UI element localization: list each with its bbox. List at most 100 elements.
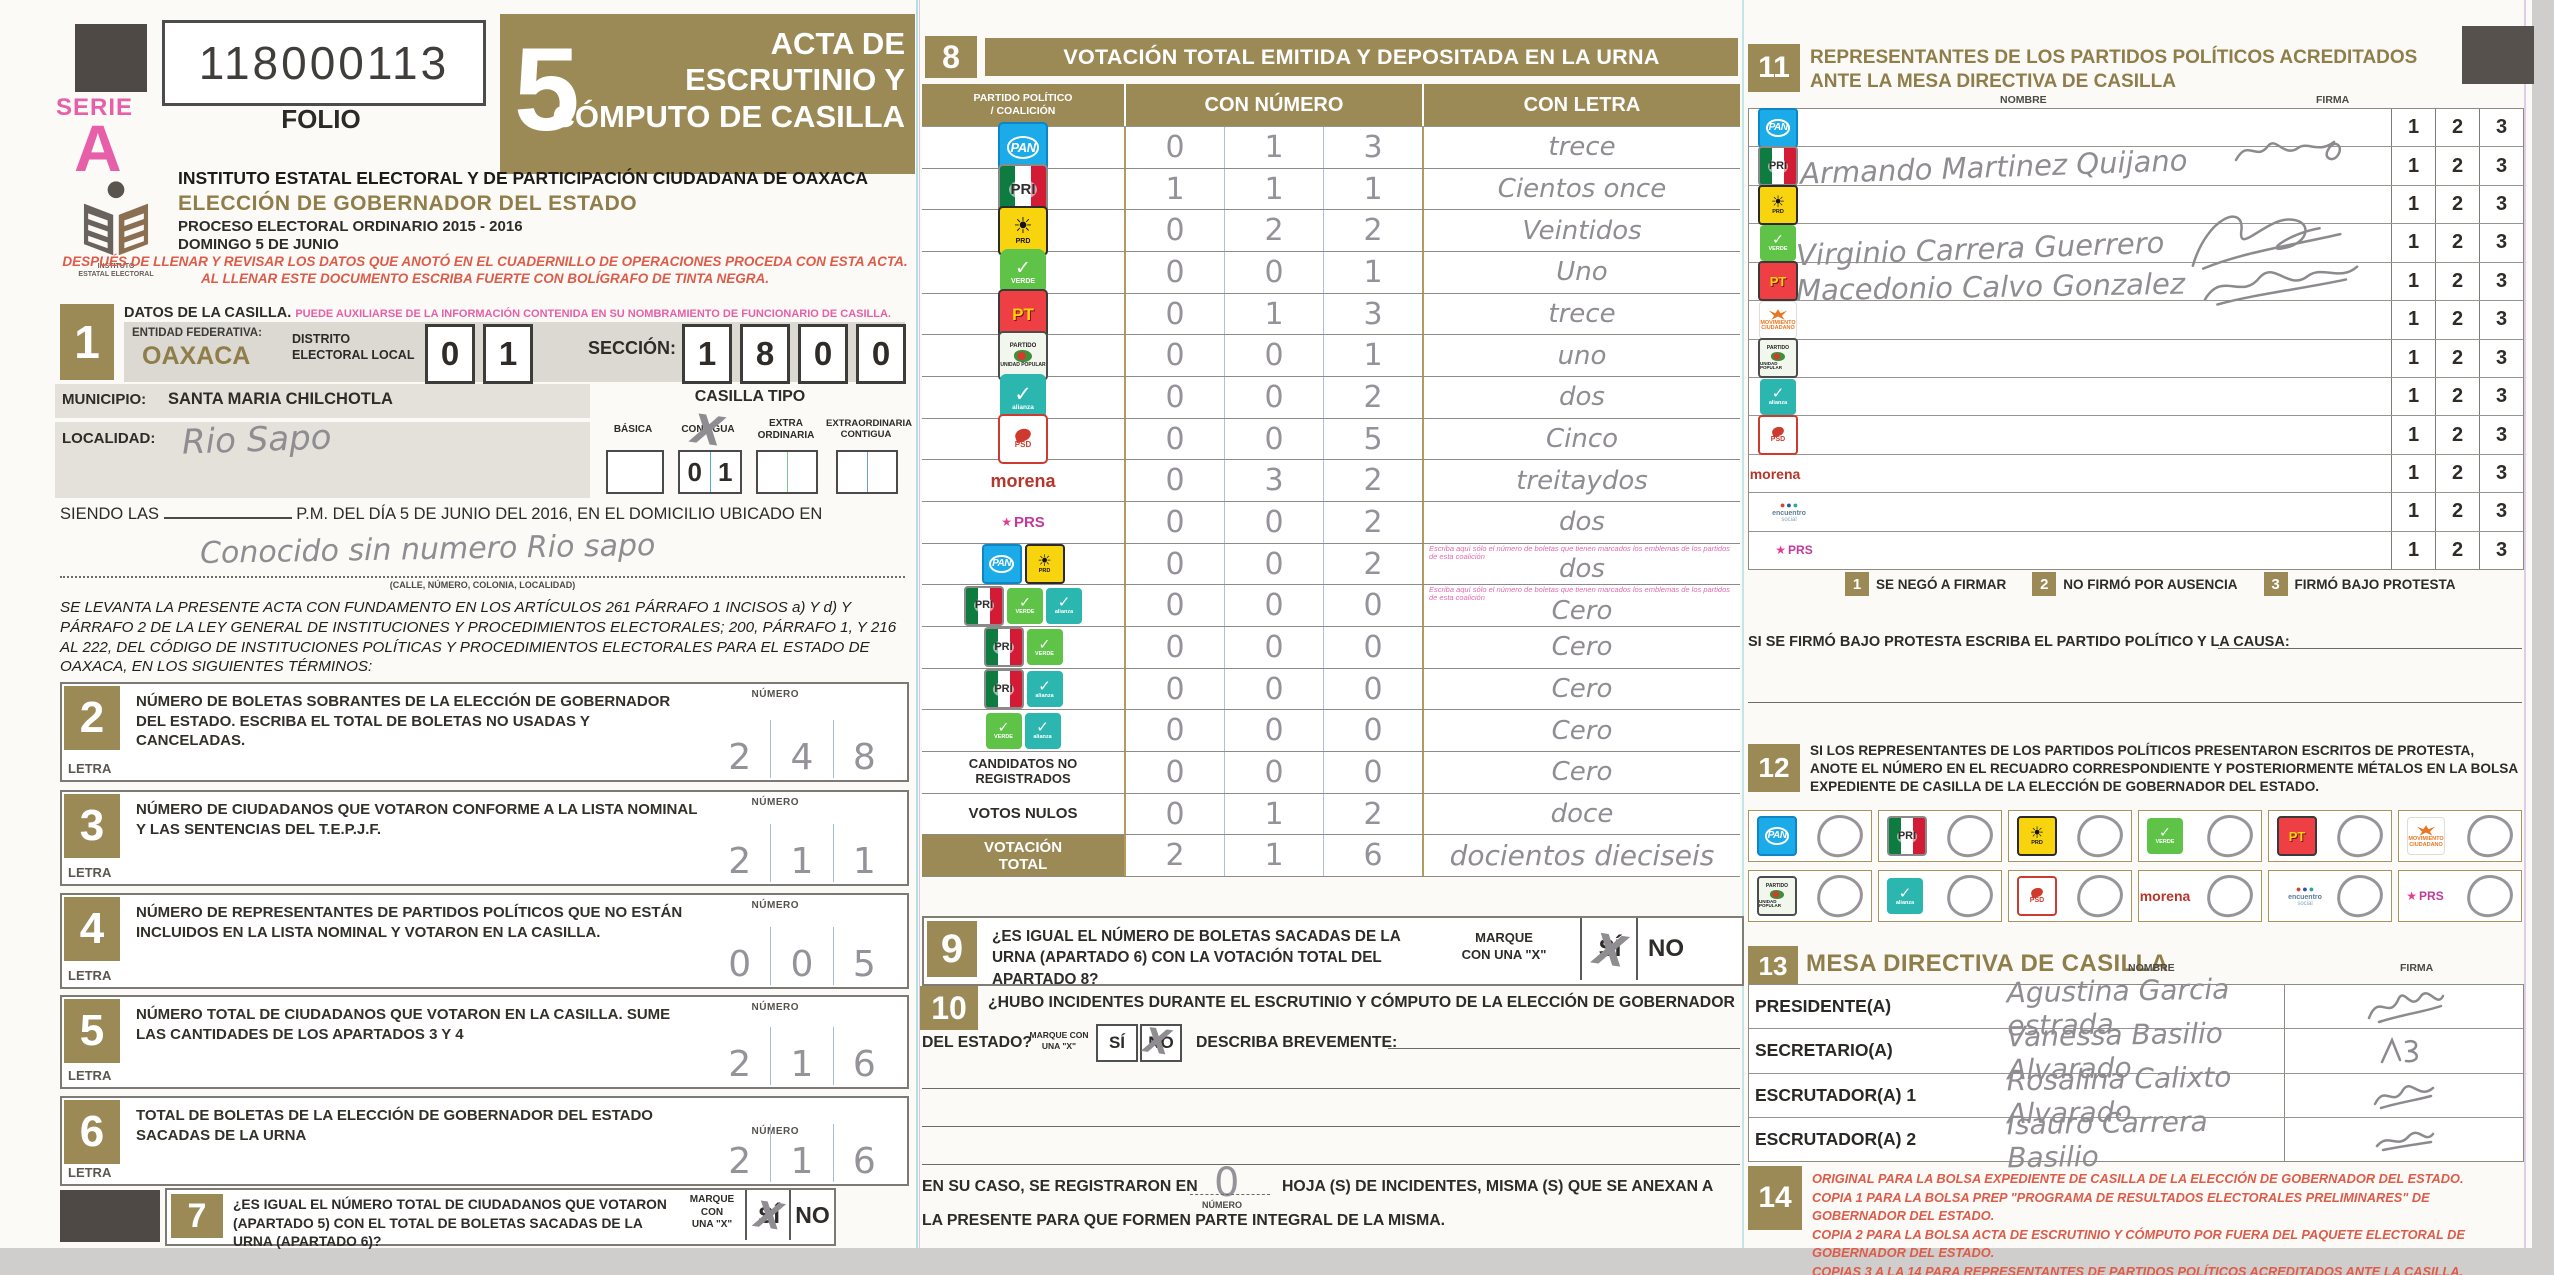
letra-value: Cero [1551,595,1613,626]
acta-title-line: ESCRUTINIO Y [685,62,905,98]
protesta-box-psd: PSD [2008,870,2132,922]
letra-cell: Escriba aquí sólo el número de boletas q… [1424,544,1740,585]
tipo-extraordinaria-label: EXTRAORDINARIA CONTIGUA [826,418,912,441]
party-cell: MOVIMIENTO CIUDADANO [1749,300,1807,339]
col-header-party-line: / COALICIÓN [990,105,1056,117]
firma-legend: 1 SE NEGÓ A FIRMAR 2 NO FIRMÓ POR AUSENC… [1845,572,2456,596]
rep-signature-pt [2203,265,2359,306]
prd-logo: ☀ PRD [1024,544,1065,585]
party-cell: PARTIDO UNIDAD POPULAR [1749,338,1807,379]
digit: 0 [1323,752,1422,793]
digit: 1 [770,1124,832,1182]
acta-title-line: ACTA DE [770,26,905,61]
section7-x-mark: X [752,1194,786,1239]
digit: 1 [832,824,895,882]
code-cell: 2 [2435,531,2479,570]
verde-label: VERDE [1035,650,1054,657]
legend-item-3: 3 FIRMÓ BAJO PROTESTA [2263,572,2456,596]
digit: 0 [1165,754,1185,790]
section11-title-line: ANTE LA MESA DIRECTIVA DE CASILLA [1810,70,2176,92]
acta-title: ACTA DE ESCRUTINIO Y CÓMPUTO DE CASILLA [553,26,906,135]
digit: 0 [1165,421,1185,457]
pan-label: PAN [1765,118,1791,137]
code-cell: 1 [2391,147,2435,185]
code-cell: 2 [2435,377,2479,416]
scan-seam-line [1742,0,1744,1248]
code-cell: 1 [2391,493,2435,531]
letra-cell: doce [1424,794,1740,835]
section10-question-line1: ¿HUBO INCIDENTES DURANTE EL ESCRUTINIO Y… [988,994,1735,1011]
encuentro-social-logo: ● ● ● encuentro social [2277,878,2333,914]
distrito-digit-boxes: 0 1 [425,324,533,384]
role-label: ESCRUTADOR(A) 2 [1755,1128,1917,1149]
letra-cell: dos [1424,502,1740,543]
section11-title-line: REPRESENTANTES DE LOS PARTIDOS POLÍTICOS… [1810,47,2418,68]
section7-question: ¿ES IGUAL EL NÚMERO TOTAL DE CIUDADANOS … [233,1197,667,1250]
digit: 6 [832,1027,895,1085]
code-cell: 1 [2391,185,2435,224]
entidad-value: OAXACA [142,342,251,370]
pri-label: PRI [973,598,995,614]
legend-code: 2 [2032,572,2057,596]
describe-line [1388,1030,1740,1049]
protesta-box-prd: ☀ PRD [2008,810,2132,862]
digit: 2 [1323,210,1422,252]
letra-value: Cero [1551,715,1613,746]
pri-label: PRI [993,639,1014,655]
section1-title-row: DATOS DE LA CASILLA. PUEDE AUXILIARSE DE… [124,305,909,321]
letra-value: Cinco [1545,424,1619,455]
letra-value: Uno [1556,257,1608,288]
digit: 1 [1323,168,1422,210]
es-label-2: social [1781,516,1797,523]
verde-check-icon: ✓ [997,719,1010,736]
verde-logo: ✓ VERDE [1007,587,1043,624]
contigua-digit: 0 [680,452,711,492]
section1-number: 1 [60,304,114,380]
digit: 3 [1323,293,1422,335]
digit: 6 [832,1124,895,1182]
letra-cell: docientos dieciseis [1424,835,1740,876]
nueva-alianza-logo: ✓ alianza [1887,878,1923,914]
psd-logo: PSD [2017,876,2057,916]
col-header-party-line: PARTIDO POLÍTICO [973,91,1073,104]
letra-cell: Cinco [1424,419,1740,460]
distrito-label-line: ELECTORAL LOCAL [292,347,415,362]
prs-logo: ★ PRS [1001,515,1045,530]
legend-item-2: 2 NO FIRMÓ POR AUSENCIA [2032,572,2238,596]
firma-cell [2284,1117,2523,1161]
code-cell: 3 [2479,185,2523,224]
digit: 0 [1224,335,1323,377]
describe-line [922,1108,1740,1127]
nombre-cell: Isauro Carrera Basilio [2006,1105,2284,1174]
numero-label: NÚMERO [751,1126,799,1137]
verde-check-icon: ✓ [1772,232,1784,249]
digit: 0 [1224,543,1323,585]
pup-emblem-icon [1014,350,1032,363]
letra-value: Cero [1551,757,1613,788]
mc-label: MOVIMIENTO CIUDADANO [2408,836,2444,848]
section2-number: 2 [64,686,120,750]
presidente-signature [2367,991,2445,1023]
verde-check-icon: ✓ [2159,825,2171,842]
escrutador1-signature [2373,1085,2435,1110]
acta-number: 5 [514,24,580,156]
municipio-label: MUNICIPIO: [62,391,147,408]
handdrawn-oval [2075,813,2125,859]
protesta-box-verde: ✓ VERDE [2138,810,2262,862]
pt-logo: PT [1758,261,1798,302]
pan-logo: PAN [998,122,1048,173]
prd-label: PRD [1038,568,1051,575]
alianza-check-icon: ✓ [1036,718,1049,737]
section7-no-cell: NO [789,1190,834,1240]
pup-emblem-icon [1771,351,1785,361]
party-cell: morena [1749,455,1867,492]
